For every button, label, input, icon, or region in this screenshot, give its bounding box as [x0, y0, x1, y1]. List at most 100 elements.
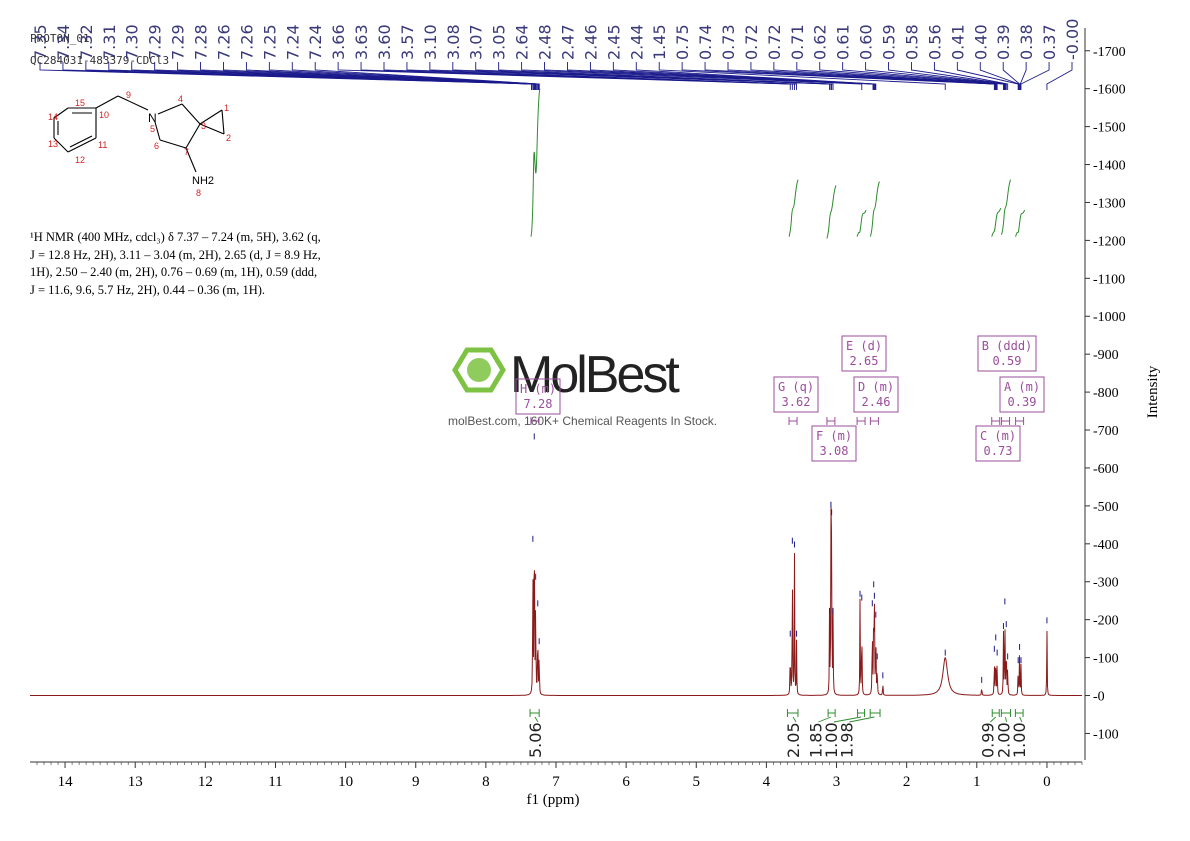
peak-label: 7.32 — [77, 24, 96, 60]
peak-label-connector — [612, 62, 876, 90]
atom-label: 4 — [178, 94, 183, 104]
peak-label: 0.37 — [1040, 24, 1059, 60]
atom-label: 12 — [75, 155, 85, 165]
peak-label-connector — [589, 62, 875, 90]
x-tick-label: 4 — [763, 774, 771, 790]
multiplet-box — [975, 425, 1021, 462]
peak-label: 3.08 — [444, 24, 463, 60]
peak-label-connector — [911, 62, 1007, 90]
peak-label: 0.39 — [994, 24, 1013, 60]
peak-label-connector — [773, 62, 997, 90]
peak-label: 1.45 — [650, 24, 669, 60]
integral-label: 0.99 — [978, 722, 997, 758]
multiplet-box — [853, 376, 899, 413]
y-tick-label: -0 — [1093, 690, 1105, 705]
molbest-logo-icon — [452, 347, 506, 393]
integral-curve — [856, 209, 867, 237]
x-tick-label: 0 — [1043, 774, 1051, 790]
peak-label-connector — [658, 62, 946, 90]
peak-label-connector — [979, 62, 1020, 90]
peak-label: 2.44 — [627, 24, 646, 60]
y-tick-label: -700 — [1093, 424, 1119, 439]
peak-label: 3.63 — [352, 24, 371, 60]
multiplet-label: G (q) — [778, 380, 814, 394]
y-tick-label: -300 — [1093, 576, 1119, 591]
peak-label-connector — [429, 62, 830, 90]
peak-label: 3.07 — [467, 24, 486, 60]
peak-label: 7.25 — [260, 24, 279, 60]
y-tick-label: -900 — [1093, 348, 1119, 363]
atom-label: 10 — [99, 110, 109, 120]
multiplet-shift: 0.39 — [1008, 395, 1037, 409]
peak-label: 0.72 — [765, 24, 784, 60]
peak-label: 7.35 — [31, 24, 50, 60]
x-tick-label: 9 — [412, 774, 420, 790]
y-tick-label: -1200 — [1093, 234, 1126, 249]
peak-label-connector — [635, 62, 877, 90]
atom-label: 8 — [196, 188, 201, 198]
peak-label-connector — [268, 62, 539, 90]
integral-curve — [991, 207, 1002, 237]
chemical-structure: 15 14 13 12 11 10 9 N 5 4 3 1 2 6 7 NH2 … — [48, 90, 231, 198]
x-tick-label: 1 — [973, 774, 981, 790]
atom-label: 2 — [226, 133, 231, 143]
peak-label: 0.73 — [719, 24, 738, 60]
peak-label: 3.66 — [329, 24, 348, 60]
multiplet-shift: 3.62 — [782, 395, 811, 409]
peak-label-connector — [956, 62, 1019, 90]
peak-label-connector — [842, 62, 1005, 90]
integral-label: 1.00 — [1010, 722, 1029, 758]
multiplet-box — [999, 376, 1045, 413]
integral-curve — [788, 179, 799, 237]
nmr-description-line: ¹H NMR (400 MHz, cdcl₃) δ 7.37 – 7.24 (m… — [30, 230, 321, 244]
x-tick-label: 11 — [268, 774, 282, 790]
x-tick-label: 14 — [58, 774, 74, 790]
integral-label: 1.98 — [837, 722, 856, 758]
multiplet-label: D (m) — [858, 380, 894, 394]
y-tick-label: -1600 — [1093, 83, 1126, 98]
peak-label-connector — [245, 62, 539, 90]
nmr-description-line: J = 11.6, 9.6, 5.7 Hz, 2H), 0.44 – 0.36 … — [30, 283, 265, 297]
peak-label-connector — [544, 62, 874, 90]
peak-label-connector — [567, 62, 875, 90]
peak-label: 0.56 — [925, 24, 944, 60]
multiplet-label: A (m) — [1004, 380, 1040, 394]
peak-label: 0.62 — [811, 24, 830, 60]
peak-label-connector — [498, 62, 834, 90]
y-tick-label: -500 — [1093, 500, 1119, 515]
y-tick-label: -100 — [1093, 652, 1119, 667]
nmr-description-line: J = 12.8 Hz, 2H), 3.11 – 3.04 (m, 2H), 2… — [30, 248, 321, 262]
integral-curve — [530, 88, 541, 237]
atom-label: 15 — [75, 98, 85, 108]
peak-label: 3.60 — [375, 24, 394, 60]
integral-leader — [534, 716, 539, 723]
integral-curve — [869, 181, 880, 237]
peak-label: 2.47 — [558, 24, 577, 60]
y-tick-label: -1500 — [1093, 121, 1126, 136]
multiplet-label: H (m) — [520, 382, 556, 396]
sample-code: QC284031-483379-CDCl3 — [30, 54, 169, 67]
spectrum-trace — [30, 506, 1082, 696]
peak-label-connector — [933, 62, 1009, 90]
peak-label: 7.24 — [306, 24, 325, 60]
multiplet-box — [515, 378, 561, 415]
peak-label: -0.00 — [1063, 19, 1082, 60]
y-tick-label: -800 — [1093, 386, 1119, 401]
atom-label: N — [148, 111, 157, 125]
x-tick-label: 12 — [198, 774, 213, 790]
x-tick-label: 8 — [482, 774, 490, 790]
atom-label: 6 — [154, 141, 159, 151]
multiplet-label: B (ddd) — [982, 339, 1033, 353]
integral-label: 2.05 — [784, 722, 803, 758]
integral-label: 5.06 — [526, 722, 545, 758]
watermark: MolBest molBest.com, 160K+ Chemical Reag… — [448, 346, 717, 428]
peak-label: 3.10 — [421, 24, 440, 60]
multiplet-label: C (m) — [980, 429, 1016, 443]
peak-label-connector — [888, 62, 1006, 90]
peak-label-connector — [1046, 62, 1073, 90]
integral-curves — [530, 88, 1026, 239]
peak-label: 0.40 — [971, 24, 990, 60]
peak-label-connector — [727, 62, 997, 90]
peak-label-connector — [796, 62, 998, 90]
peak-label-connector — [1002, 62, 1021, 90]
